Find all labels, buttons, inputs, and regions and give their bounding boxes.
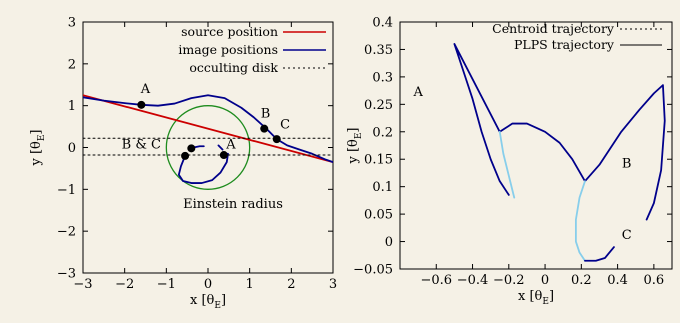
y-tick-label: −0.05 [353,263,393,278]
image-point [137,100,146,109]
x-axis-label-end: ] [221,293,226,308]
y-tick-label: 1 [68,99,76,114]
series-line-3 [584,246,615,262]
right-chart-panel: −0.6 −0.4 −0.2 0 0.2 0.4 0.6 −0.05 0 0.05 0.1 0.15 0… [346,16,673,307]
x-tick-label: 2 [287,277,295,292]
image-point [219,151,228,160]
y-tick-label: 0.2 [372,125,393,140]
y-tick-label: 0.4 [372,16,393,31]
y-tick-label: 0.25 [364,98,393,113]
x-tick-label: −0.4 [457,273,489,288]
y-tick-label: 3 [68,16,76,31]
x-axis-label: x [θE] [190,293,226,311]
x-tick-label: 0.4 [607,273,628,288]
y-tick-label: 0 [385,235,393,250]
y-axis-label-sub: E [37,135,47,142]
annotation-label: Einstein radius [183,197,283,212]
series-line-1 [498,130,516,199]
plot-area [453,43,666,262]
legend-label: occulting disk [189,60,278,75]
x-tick-label: −1 [157,277,176,292]
y-axis-label-end: ] [29,129,44,134]
y-axis-label-main: y [θ [29,141,44,167]
annotation-label: B [622,156,632,171]
x-axis-label-end: ] [549,289,554,304]
annotation-label: C [622,228,632,243]
x-axis-label-sub: E [542,297,549,307]
y-axis-label: y [θE] [346,127,364,164]
einstein-ring [165,105,251,190]
x-tick-label: 1 [246,277,254,292]
legend-label: PLPS trajectory [514,37,615,52]
x-tick-label: 3 [329,277,337,292]
y-axis-label-end: ] [346,127,361,132]
plot-frame [399,21,673,270]
image-point [187,144,196,153]
image-point [272,135,281,144]
y-tick-label: 0 [68,141,76,156]
annotation-label: A [412,85,423,100]
series-line-2 [574,180,586,262]
image-point [260,124,269,133]
annotation-label: B & C [122,137,161,152]
x-tick-label: −3 [73,277,92,292]
y-tick-label: −1 [57,183,76,198]
y-tick-label: 0.15 [364,153,393,168]
source-position-line [83,94,333,164]
y-axis-label-sub: E [354,133,364,140]
x-tick-label: −0.2 [493,273,525,288]
legend-label: Centroid trajectory [492,21,615,36]
series-line-4 [217,144,224,151]
y-tick-label: −2 [57,225,76,240]
y-tick-label: 2 [68,57,76,72]
series-line-0 [453,43,666,221]
series-line-3 [192,145,205,149]
x-tick-label: −0.6 [420,273,452,288]
x-axis-label: x [θE] [518,289,554,307]
y-tick-label: 0.3 [372,70,393,85]
x-tick-label: 0 [541,273,549,288]
y-tick-label: 0.05 [364,208,393,223]
x-axis-label-main: x [θ [518,289,543,304]
x-tick-label: 0.2 [571,273,592,288]
annotation-label: C [280,118,290,133]
y-axis-label-main: y [θ [346,139,361,165]
y-tick-label: 0.35 [364,43,393,58]
x-tick-label: 0.6 [644,273,665,288]
x-tick-label: −2 [115,277,134,292]
image-point [181,151,190,160]
legend-label: image positions [178,42,278,57]
annotation-label: A [140,82,151,97]
plot-area [83,94,333,190]
x-tick-label: 0 [204,277,212,292]
annotation-label: B [261,106,271,121]
annotation-label: A [225,137,236,152]
y-tick-label: 0.1 [372,180,393,195]
y-axis-label: y [θE] [29,129,47,166]
y-tick-label: −3 [57,267,76,282]
series-line-2 [177,152,229,184]
legend-label: source position [181,24,278,39]
x-axis-label-sub: E [214,301,221,311]
x-axis-label-main: x [θ [190,293,215,308]
